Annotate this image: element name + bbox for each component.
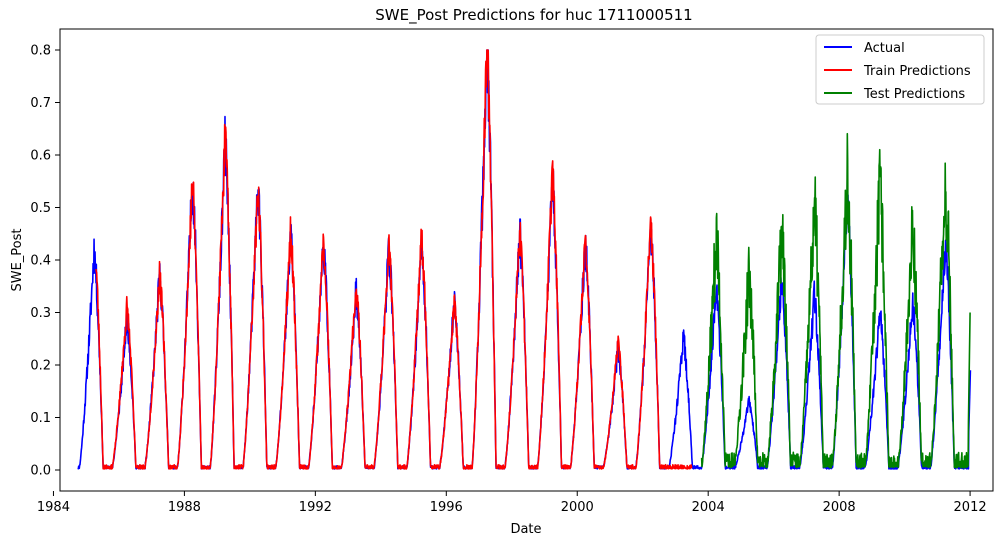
x-axis-ticks: 1984 1988 1992 1996 2000 2004 2008 2012: [37, 491, 987, 515]
legend-label-actual: Actual: [864, 41, 905, 56]
x-tick-label: 2004: [692, 500, 725, 515]
y-tick-label: 0.2: [30, 359, 51, 374]
y-axis-label: SWE_Post: [10, 228, 25, 291]
series-line-train: [95, 49, 693, 470]
x-tick-label: 1984: [37, 500, 70, 515]
chart-title: SWE_Post Predictions for huc 1711000511: [375, 6, 692, 25]
x-tick-label: 1992: [299, 500, 332, 515]
y-tick-label: 0.0: [30, 464, 51, 479]
y-axis-ticks: 0.0 0.1 0.2 0.3 0.4 0.5 0.6 0.7 0.8: [30, 44, 60, 479]
y-tick-label: 0.3: [30, 306, 51, 321]
y-tick-label: 0.4: [30, 254, 51, 269]
series-layer: [77, 49, 972, 470]
x-tick-label: 2000: [561, 500, 594, 515]
x-tick-label: 2012: [954, 500, 987, 515]
legend-label-test: Test Predictions: [863, 87, 965, 102]
y-tick-label: 0.5: [30, 201, 51, 216]
x-tick-label: 2008: [823, 500, 856, 515]
y-tick-label: 0.1: [30, 411, 51, 426]
y-tick-label: 0.7: [30, 96, 51, 111]
x-axis-label: Date: [510, 522, 541, 537]
legend-label-train: Train Predictions: [863, 64, 971, 79]
series-line-test: [700, 132, 971, 469]
y-tick-label: 0.8: [30, 44, 51, 59]
y-tick-label: 0.6: [30, 149, 51, 164]
legend-box: [815, 34, 985, 105]
x-tick-label: 1996: [430, 500, 463, 515]
legend: Actual Train Predictions Test Prediction…: [815, 34, 985, 105]
x-tick-label: 1988: [168, 500, 201, 515]
